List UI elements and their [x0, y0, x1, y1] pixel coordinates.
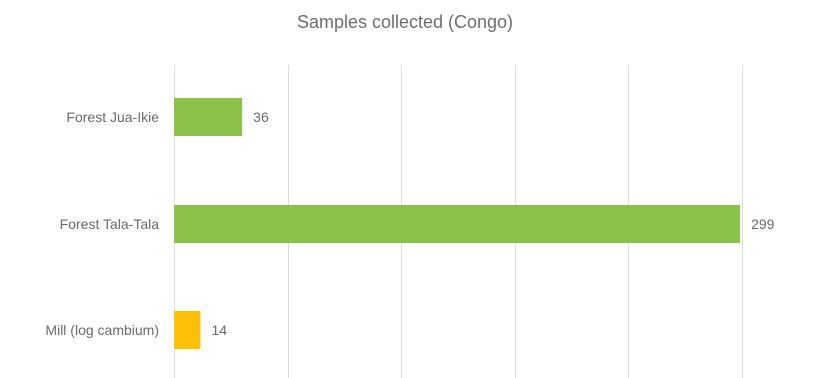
bar	[174, 311, 201, 349]
value-labels: 36 299 14	[212, 109, 775, 338]
bar	[174, 205, 741, 243]
value-label: 299	[751, 216, 775, 232]
chart-title: Samples collected (Congo)	[297, 12, 513, 32]
bars	[174, 98, 741, 349]
category-label: Forest Tala-Tala	[60, 216, 160, 232]
value-label: 14	[212, 322, 228, 338]
category-labels: Forest Jua-Ikie Forest Tala-Tala Mill (log…	[45, 109, 159, 338]
bar	[174, 98, 243, 136]
value-label: 36	[253, 109, 269, 125]
category-label: Forest Jua-Ikie	[66, 109, 159, 125]
category-label: Mill (log cambium)	[45, 322, 159, 338]
